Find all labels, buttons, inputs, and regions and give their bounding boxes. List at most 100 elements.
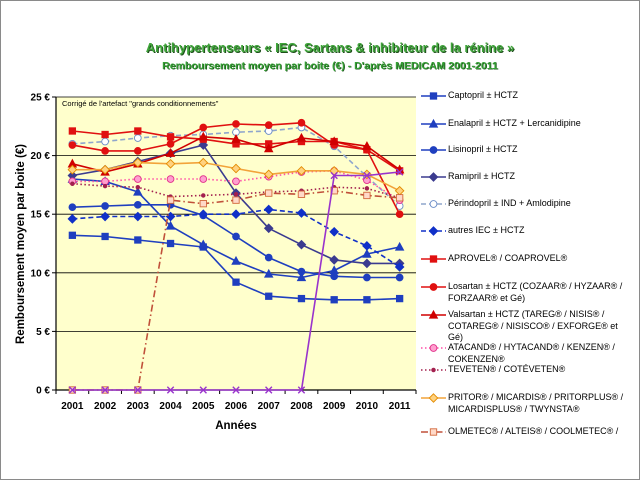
data-point-pritor-micardis-pritorplus-m-2005 — [198, 157, 209, 168]
legend-label-atacand-hytacand-kenzen-coke: ATACAND® / HYTACAND® / KENZEN® / COKENZE… — [448, 342, 615, 364]
data-point-ramipril-hctz-2007 — [263, 223, 274, 234]
data-point-autres-iec-hctz-2008 — [296, 208, 307, 218]
data-point-enalapril-hctz-lercanidipine-2004 — [165, 220, 176, 230]
data-point-losartan-hctz-cozaar-hyzaar--2006 — [232, 120, 240, 128]
y-tick-label: 15 € — [31, 210, 51, 221]
legend-marker — [429, 428, 438, 436]
data-point-aprovel-coaprovel-2004 — [166, 133, 175, 141]
data-point-captopril-hctz-2009 — [330, 296, 338, 304]
legend-marker — [428, 226, 439, 236]
data-point-pritor-micardis-pritorplus-m-2004 — [165, 158, 176, 169]
data-point-atacand-hytacand-kenzen-coke-2002 — [101, 177, 109, 186]
legend-sample-valsartan-hctz-tareg-nisis-c — [421, 309, 446, 319]
legend-label-ramipril-hctz: Ramipril ± HCTZ — [448, 171, 515, 181]
data-point-losartan-hctz-cozaar-hyzaar--2002 — [101, 147, 109, 155]
data-point-atacand-hytacand-kenzen-coke-2006 — [232, 177, 240, 186]
data-point-autres-iec-hctz-2002 — [100, 211, 110, 222]
data-point-enalapril-hctz-lercanidipine-2008 — [296, 272, 307, 282]
data-point-captopril-hctz-2004 — [166, 239, 175, 248]
data-point-perindopril-ind-amlodipine-2002 — [101, 137, 109, 146]
y-tick-label: 20 € — [31, 151, 51, 162]
legend-marker — [429, 146, 438, 154]
y-tick-label: 25 € — [31, 93, 51, 104]
data-point-losartan-hctz-cozaar-hyzaar--2005 — [199, 123, 208, 132]
data-point-atacand-hytacand-kenzen-coke-2004 — [166, 175, 175, 183]
data-point-series-14-2006 — [232, 386, 240, 394]
legend-marker — [428, 172, 439, 182]
y-axis-label: Remboursement moyen par boite (€) — [15, 144, 27, 344]
data-point-lisinopril-hctz-2009 — [330, 272, 339, 281]
legend-sample-losartan-hctz-cozaar-hyzaar- — [421, 283, 446, 291]
data-point-valsartan-hctz-tareg-nisis-c-2010 — [362, 141, 372, 150]
data-point-olmetec-alteis-coolmetec-2005 — [199, 200, 207, 208]
data-point-ramipril-hctz-2010 — [362, 258, 372, 269]
data-point-enalapril-hctz-lercanidipine-2007 — [263, 268, 274, 278]
data-point-lisinopril-hctz-2011 — [395, 273, 404, 282]
series-captopril-hctz — [68, 231, 404, 304]
y-tick-label: 10 € — [31, 268, 51, 279]
data-point-ramipril-hctz-2008 — [296, 239, 307, 250]
data-point-enalapril-hctz-lercanidipine-2005 — [198, 239, 209, 249]
legend-marker — [431, 367, 436, 373]
data-point-olmetec-alteis-coolmetec-2011 — [395, 194, 404, 202]
legend-sample-enalapril-hctz-lercanidipine — [421, 118, 446, 128]
data-point-pritor-micardis-pritorplus-m-2008 — [296, 165, 307, 176]
data-point-enalapril-hctz-lercanidipine-2011 — [394, 241, 405, 251]
x-tick-label: 2007 — [258, 401, 281, 412]
y-tick-label: 0 € — [36, 386, 50, 397]
legend-sample-lisinopril-hctz — [421, 146, 446, 154]
legend-label-olmetec-alteis-coolmetec: OLMETEC® / ALTEIS® / COOLMETEC® / — [448, 426, 619, 436]
data-point-valsartan-hctz-tareg-nisis-c-2005 — [198, 131, 209, 141]
data-point-lisinopril-hctz-2002 — [101, 202, 109, 210]
data-point-valsartan-hctz-tareg-nisis-c-2008 — [296, 132, 307, 142]
data-point-teveten-coteveten-2003 — [135, 184, 141, 190]
legend-marker — [429, 255, 438, 263]
legend-samples — [421, 92, 446, 436]
data-point-enalapril-hctz-lercanidipine-2010 — [362, 248, 372, 258]
legend-sample-atacand-hytacand-kenzen-coke — [421, 344, 446, 352]
data-point-perindopril-ind-amlodipine-2003 — [133, 134, 142, 142]
data-point-losartan-hctz-cozaar-hyzaar--2011 — [395, 210, 404, 219]
data-point-captopril-hctz-2006 — [232, 278, 240, 286]
data-point-olmetec-alteis-coolmetec-2004 — [166, 196, 175, 204]
data-point-series-14-2004 — [166, 386, 175, 394]
legend-sample-aprovel-coaprovel — [421, 255, 446, 263]
legend-marker — [429, 283, 438, 291]
legend-sample-ramipril-hctz — [421, 172, 446, 182]
legend-label-teveten-coteveten: TEVETEN® / COTÉVETEN® — [448, 364, 566, 374]
data-point-teveten-coteveten-2006 — [233, 192, 239, 197]
legend-label-captopril-hctz: Captopril ± HCTZ — [448, 90, 518, 100]
x-tick-label: 2002 — [94, 401, 117, 412]
data-point-losartan-hctz-cozaar-hyzaar--2004 — [166, 140, 175, 148]
data-point-atacand-hytacand-kenzen-coke-2005 — [199, 175, 208, 183]
series-pritor-micardis-pritorplus-m — [67, 157, 405, 196]
data-point-ramipril-hctz-2009 — [329, 255, 340, 265]
data-point-pritor-micardis-pritorplus-m-2003 — [132, 157, 143, 168]
x-tick-label: 2010 — [356, 401, 379, 412]
data-point-series-14-2002 — [101, 386, 109, 394]
data-point-lisinopril-hctz-2006 — [232, 232, 240, 241]
legend-marker — [429, 92, 438, 100]
x-tick-label: 2001 — [61, 401, 84, 412]
x-tick-label: 2005 — [192, 401, 215, 412]
y-tick-label: 5 € — [36, 327, 50, 338]
data-point-autres-iec-hctz-2005 — [198, 209, 209, 220]
legend-sample-perindopril-ind-amlodipine — [421, 200, 446, 208]
data-point-olmetec-alteis-coolmetec-2009 — [330, 187, 338, 195]
data-point-captopril-hctz-2007 — [265, 292, 273, 300]
data-point-teveten-coteveten-2010 — [364, 186, 370, 191]
legend-sample-teveten-coteveten — [421, 367, 446, 373]
legend-sample-captopril-hctz — [421, 92, 446, 100]
data-point-olmetec-alteis-coolmetec-2007 — [265, 189, 273, 197]
chart-subtitle: Remboursement moyen par boite (€) - D'ap… — [162, 60, 498, 72]
legend-marker — [429, 344, 438, 352]
x-axis-label: Années — [215, 420, 257, 432]
series-series-14 — [68, 168, 404, 394]
data-point-series-14-2011 — [395, 168, 404, 176]
series-autres-iec-hctz — [67, 204, 405, 272]
series — [67, 118, 405, 394]
data-point-captopril-hctz-2003 — [134, 236, 142, 244]
data-point-autres-iec-hctz-2006 — [231, 209, 241, 220]
series-enalapril-hctz-lercanidipine — [67, 173, 405, 282]
